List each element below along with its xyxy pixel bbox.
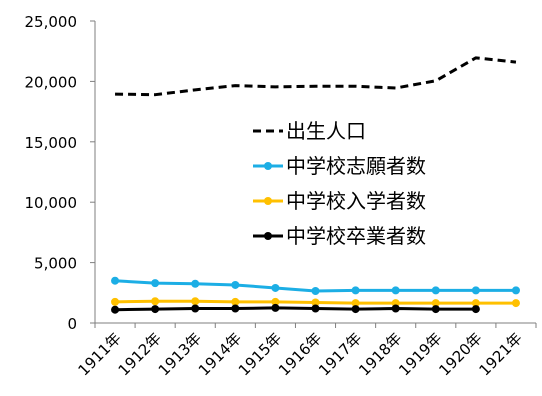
x-tick-label: 1912年: [115, 329, 165, 379]
data-point: [391, 304, 400, 313]
y-axis-ticks: 0 5,000 10,000 15,000 20,000 25,000: [25, 13, 95, 333]
data-point: [351, 305, 360, 314]
data-point: [391, 286, 400, 295]
legend-item: 中学校卒業者数: [253, 224, 426, 248]
data-point: [351, 299, 360, 308]
data-point: [231, 280, 240, 289]
x-tick-label: 1916年: [275, 329, 325, 379]
x-tick-label: 1913年: [155, 329, 205, 379]
data-point: [191, 304, 200, 313]
x-tick-label: 1915年: [235, 329, 285, 379]
data-point: [511, 286, 520, 295]
data-point: [111, 276, 120, 285]
legend-label: 中学校卒業者数: [286, 224, 426, 248]
x-tick-label: 1917年: [315, 329, 365, 379]
data-point: [311, 286, 320, 295]
y-tick-label: 20,000: [25, 73, 78, 91]
data-point: [471, 305, 480, 314]
legend-label: 出生人口: [286, 119, 366, 143]
data-point: [231, 297, 240, 306]
y-tick-label: 15,000: [25, 134, 78, 152]
data-point: [271, 297, 280, 306]
axes: [94, 21, 536, 324]
x-tick-label: 1921年: [475, 329, 525, 379]
data-point: [151, 297, 160, 306]
data-point: [151, 305, 160, 314]
data-point: [111, 297, 120, 306]
data-point: [431, 286, 440, 295]
legend-marker: [264, 232, 272, 240]
data-point: [471, 299, 480, 308]
data-point: [231, 304, 240, 313]
y-tick-label: 0: [67, 315, 77, 333]
y-tick-label: 5,000: [34, 255, 77, 273]
legend-marker: [264, 162, 272, 170]
data-point: [431, 305, 440, 314]
series-2: [111, 276, 520, 295]
series-1: [115, 56, 517, 97]
data-point: [351, 286, 360, 295]
legend-item: 中学校入学者数: [253, 189, 426, 213]
data-point: [511, 299, 520, 308]
legend-item: 出生人口: [253, 119, 366, 143]
series-group: [111, 56, 520, 314]
data-point: [311, 304, 320, 313]
series-4: [111, 303, 480, 314]
series-line: [115, 56, 517, 97]
data-point: [111, 305, 120, 314]
data-point: [431, 299, 440, 308]
x-tick-label: 1911年: [75, 329, 125, 379]
legend-label: 中学校入学者数: [286, 189, 426, 213]
x-tick-label: 1918年: [355, 329, 405, 379]
y-tick-label: 10,000: [25, 194, 78, 212]
series-3: [111, 297, 520, 308]
data-point: [311, 298, 320, 307]
x-axis-ticks: 1911年1912年1913年1914年1915年1916年1917年1918年…: [75, 323, 537, 379]
data-point: [271, 303, 280, 312]
x-tick-label: 1919年: [395, 329, 445, 379]
data-point: [271, 283, 280, 292]
legend-marker: [264, 197, 272, 205]
series-line: [115, 306, 476, 312]
x-tick-label: 1914年: [195, 329, 245, 379]
legend-label: 中学校志願者数: [286, 154, 426, 178]
legend-item: 中学校志願者数: [253, 154, 426, 178]
x-tick-label: 1920年: [435, 329, 485, 379]
y-tick-label: 25,000: [25, 13, 78, 31]
data-point: [191, 297, 200, 306]
data-point: [151, 279, 160, 288]
data-point: [191, 279, 200, 288]
data-point: [471, 286, 480, 295]
